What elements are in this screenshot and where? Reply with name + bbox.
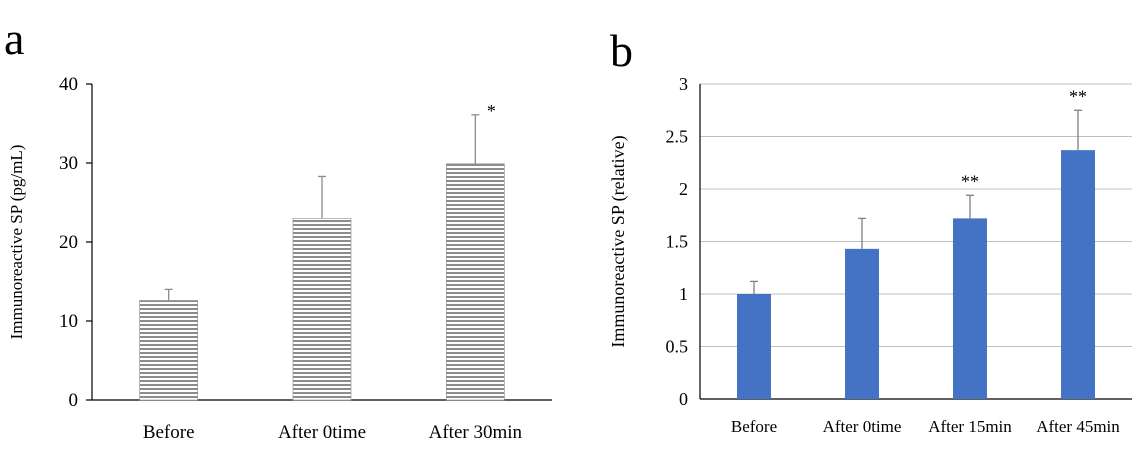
x-tick-label: After 0time: [823, 417, 902, 436]
x-tick-label: After 30min: [429, 422, 523, 443]
x-tick-label: After 0time: [278, 422, 366, 443]
bar: [139, 300, 198, 401]
x-tick-label: After 45min: [1036, 417, 1120, 436]
bar: [1061, 150, 1095, 399]
y-tick-label: 0: [69, 390, 79, 411]
bar: [292, 218, 352, 401]
y-tick-label: 2.5: [666, 127, 689, 147]
x-tick-label: Before: [731, 417, 777, 436]
bar: [845, 248, 879, 399]
chart-a: 0 10 20 30 40 Before After 0time * After 30min Im…: [7, 74, 552, 443]
y-tick-label: 40: [59, 74, 78, 95]
bar: [953, 218, 987, 399]
y-tick-label: 30: [59, 153, 78, 174]
y-axis-title: Immunoreactive SP (pg/mL): [7, 145, 26, 340]
y-tick-label: 2: [679, 179, 688, 199]
significance-marker: *: [487, 101, 496, 121]
y-tick-label: 3: [679, 74, 688, 94]
x-tick-label: After 15min: [928, 417, 1012, 436]
significance-marker: **: [1069, 86, 1087, 106]
y-tick-label: 0.5: [666, 337, 689, 357]
y-tick-label: 1.5: [666, 232, 689, 252]
bar: [737, 294, 771, 399]
y-tick-label: 10: [59, 311, 78, 332]
panel-label-b: b: [610, 25, 633, 76]
y-tick-label: 1: [679, 284, 688, 304]
y-axis-title: Immunoreactive SP (relative): [608, 135, 629, 347]
x-tick-label: Before: [143, 422, 195, 443]
chart-b: 0 0.5 1 1.5 2 2.5 3 Before After 0time ** After 15…: [608, 74, 1132, 436]
panel-label-a: a: [4, 13, 24, 64]
bar: [446, 163, 505, 401]
y-tick-label: 0: [679, 389, 688, 409]
y-tick-label: 20: [59, 232, 78, 253]
significance-marker: **: [961, 171, 979, 191]
